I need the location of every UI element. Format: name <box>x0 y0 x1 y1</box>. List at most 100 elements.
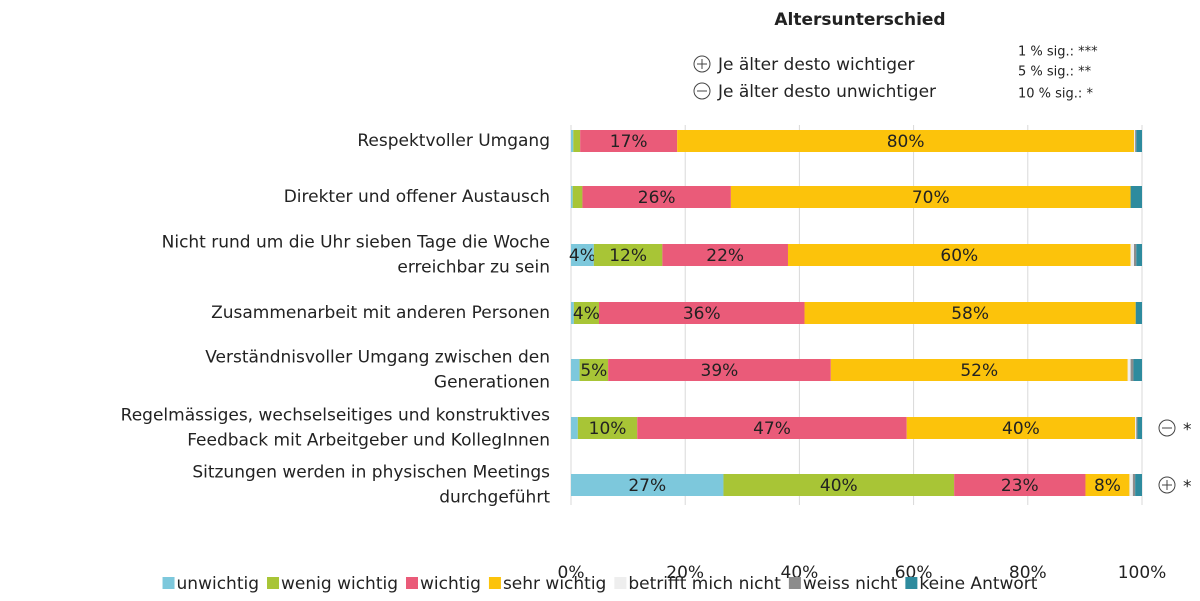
x-tick-label: 20% <box>666 563 704 583</box>
bar-segment <box>573 130 581 152</box>
bar-segment <box>579 359 609 381</box>
sig-note: 1 % sig.: *** <box>1018 45 1098 60</box>
data-label: 47% <box>753 419 791 439</box>
bar-segment <box>1134 244 1137 266</box>
bar-segment <box>1136 130 1142 152</box>
data-label: 80% <box>887 132 925 152</box>
bar-segment <box>1135 302 1142 324</box>
bar-segment <box>1130 186 1142 208</box>
data-label: 40% <box>820 476 858 496</box>
data-label: 40% <box>1002 419 1040 439</box>
data-label: 22% <box>706 246 744 266</box>
legend-swatch <box>406 577 418 589</box>
legend-label: sehr wichtig <box>503 574 606 594</box>
legend-label: keine Antwort <box>919 574 1037 594</box>
data-label: 5% <box>580 361 607 381</box>
data-label: 4% <box>569 246 596 266</box>
category-label: Sitzungen werden in physischen Meetings <box>192 463 550 483</box>
legend-swatch <box>488 577 501 589</box>
legend-swatch <box>614 577 627 589</box>
data-label: 4% <box>573 304 600 324</box>
icon-circle <box>1158 476 1176 494</box>
bar-segment <box>1127 359 1131 381</box>
data-label: 70% <box>912 188 950 208</box>
minus-legend: Je älter desto unwichtiger <box>717 82 936 102</box>
x-tick-label: 80% <box>1009 563 1047 583</box>
legend-label: unwichtig <box>177 574 259 594</box>
category-label: Zusammenarbeit mit anderen Personen <box>211 303 550 323</box>
data-label: 39% <box>701 361 739 381</box>
bar-segment <box>1137 417 1142 439</box>
minus-icon <box>1158 419 1176 437</box>
data-label: 52% <box>960 361 998 381</box>
bar-segment <box>577 417 638 439</box>
category-label: Feedback mit Arbeitgeber und KollegInnen <box>187 431 550 451</box>
bar-segment <box>830 359 1128 381</box>
data-label: 58% <box>951 304 989 324</box>
bar-segment <box>1134 130 1136 152</box>
category-label: Verständnisvoller Umgang zwischen den <box>205 348 550 368</box>
bar-segment <box>571 186 573 208</box>
bar-segment <box>787 244 1131 266</box>
bar-segment <box>1135 474 1142 496</box>
bar-segment <box>1129 474 1133 496</box>
bar-segment <box>1136 244 1142 266</box>
data-label: 8% <box>1094 476 1121 496</box>
bar-segment <box>571 302 574 324</box>
sig-note: 5 % sig.: ** <box>1018 65 1092 80</box>
bar-segment <box>1136 417 1138 439</box>
x-tick-label: 0% <box>558 563 585 583</box>
x-tick-label: 100% <box>1118 563 1167 583</box>
data-label: 12% <box>609 246 647 266</box>
category-label: Direkter und offener Austausch <box>284 187 550 207</box>
data-label: 27% <box>628 476 666 496</box>
bar-segment <box>804 302 1136 324</box>
bar-segment <box>571 474 724 496</box>
data-label: 60% <box>940 246 978 266</box>
category-label: erreichbar zu sein <box>397 258 550 278</box>
sig-note: 10 % sig.: * <box>1018 87 1093 102</box>
plus-legend: Je älter desto wichtiger <box>717 55 915 75</box>
legend-label: wenig wichtig <box>281 574 398 594</box>
bar-segment <box>571 417 578 439</box>
bar-segment <box>572 186 583 208</box>
bar-segment <box>593 244 663 266</box>
significance-stars: * <box>1183 477 1192 497</box>
bar-segment <box>573 302 599 324</box>
bar-segment <box>677 130 1135 152</box>
legend-swatch <box>162 577 175 589</box>
category-label: durchgeführt <box>439 488 550 508</box>
legend-swatch <box>267 577 280 589</box>
category-label: Regelmässiges, wechselseitiges und konst… <box>121 406 550 426</box>
legend-swatch <box>905 577 918 589</box>
bar-segment <box>954 474 1086 496</box>
bar-segment <box>662 244 788 266</box>
data-label: 36% <box>683 304 721 324</box>
bar-segment <box>608 359 831 381</box>
plus-icon <box>693 55 711 73</box>
significance-stars: * <box>1183 420 1192 440</box>
legend-label: betrifft mich nicht <box>628 574 781 594</box>
bar-segment <box>906 417 1136 439</box>
chart-title: Altersunterschied <box>774 10 945 30</box>
bar-segment <box>730 186 1131 208</box>
bar-segment <box>1130 359 1134 381</box>
data-label: 17% <box>610 132 648 152</box>
bar-segment <box>571 244 594 266</box>
category-label: Generationen <box>434 373 550 393</box>
legend-label: wichtig <box>420 574 481 594</box>
bar-segment <box>723 474 955 496</box>
data-label: 26% <box>638 188 676 208</box>
bar-segment <box>1133 359 1142 381</box>
bar-segment <box>582 186 731 208</box>
bar-segment <box>1130 244 1135 266</box>
bar-segment <box>580 130 678 152</box>
minus-icon <box>693 82 711 100</box>
bar-segment <box>1085 474 1130 496</box>
bar-segment <box>1135 130 1137 152</box>
icon-circle <box>1158 419 1176 437</box>
x-tick-label: 60% <box>895 563 933 583</box>
legend-label: weiss nicht <box>803 574 898 594</box>
bar-segment <box>598 302 805 324</box>
